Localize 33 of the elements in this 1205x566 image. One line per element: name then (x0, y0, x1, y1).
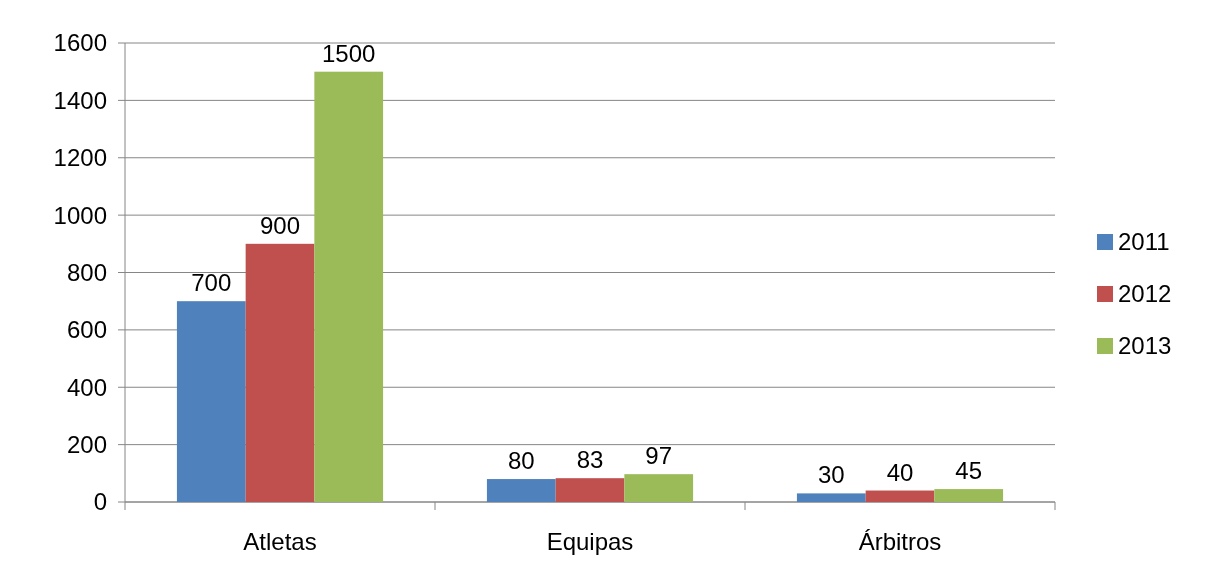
y-tick-label: 1200 (53, 144, 107, 172)
y-tick-label: 200 (66, 431, 107, 459)
data-label: 30 (817, 461, 845, 489)
y-tick-label: 600 (66, 316, 107, 344)
y-tick-label: 1600 (53, 29, 107, 57)
bar (624, 474, 694, 502)
data-label: 40 (886, 458, 914, 486)
bar (486, 479, 556, 502)
bar (314, 71, 384, 502)
y-tick-label: 400 (66, 373, 107, 401)
bar (176, 301, 246, 502)
y-tick-label: 1000 (53, 201, 107, 229)
data-label: 97 (645, 442, 673, 470)
legend-label: 2012 (1118, 280, 1172, 308)
x-tick-label: Equipas (546, 528, 634, 555)
bar (796, 493, 866, 502)
bar (865, 490, 935, 502)
legend-label: 2011 (1118, 228, 1170, 256)
data-label: 45 (955, 457, 983, 485)
data-label: 80 (507, 447, 535, 475)
y-tick-label: 1400 (53, 86, 107, 114)
x-tick-label: Árbitros (858, 528, 942, 555)
x-tick-label: Atletas (243, 528, 317, 555)
bar (934, 489, 1004, 502)
data-label: 900 (259, 211, 301, 239)
bar (555, 478, 625, 502)
legend-label: 2013 (1118, 332, 1172, 360)
data-label: 700 (191, 269, 232, 297)
data-label: 83 (576, 446, 604, 474)
y-tick-label: 0 (93, 488, 107, 516)
bar (245, 243, 315, 502)
y-tick-label: 800 (66, 258, 107, 286)
data-label: 1500 (322, 39, 376, 67)
